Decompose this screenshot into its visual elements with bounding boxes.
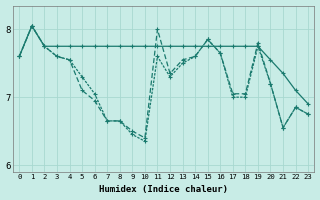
X-axis label: Humidex (Indice chaleur): Humidex (Indice chaleur): [99, 185, 228, 194]
